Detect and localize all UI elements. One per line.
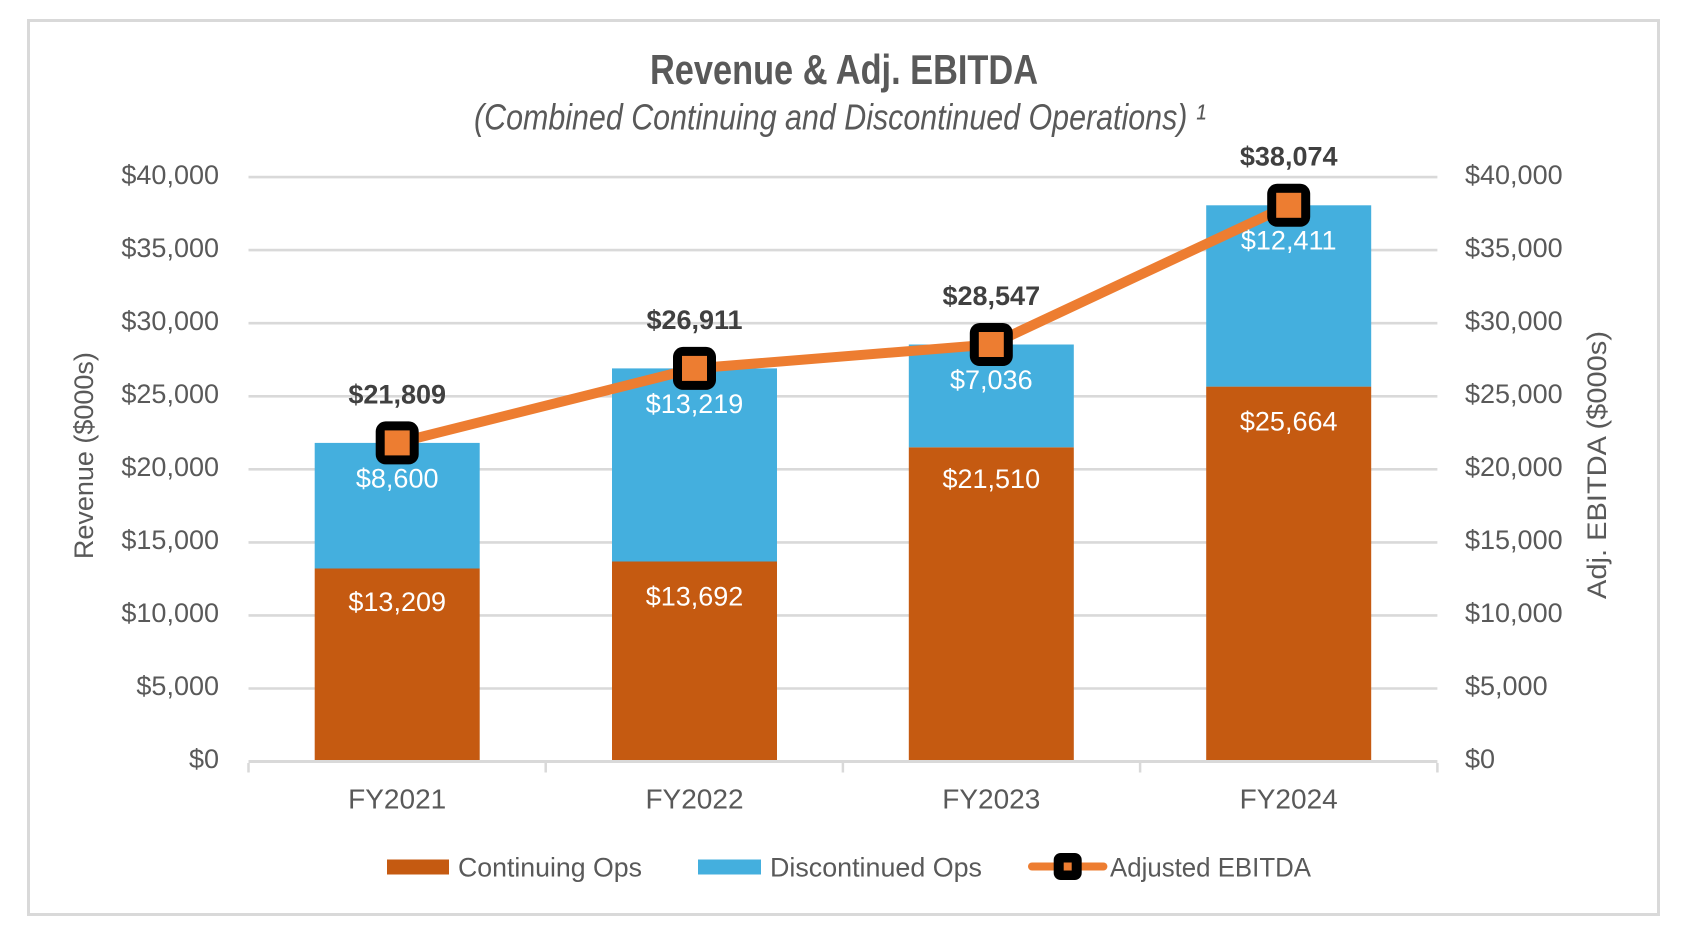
svg-text:$38,074: $38,074: [1240, 142, 1338, 172]
svg-text:$13,209: $13,209: [348, 587, 446, 617]
svg-text:$25,000: $25,000: [121, 379, 219, 409]
svg-text:Revenue & Adj. EBITDA: Revenue & Adj. EBITDA: [650, 46, 1038, 93]
svg-text:$15,000: $15,000: [121, 525, 219, 555]
svg-text:Continuing Ops: Continuing Ops: [458, 852, 642, 882]
svg-text:$25,664: $25,664: [1240, 406, 1338, 436]
svg-text:$35,000: $35,000: [1465, 233, 1563, 263]
svg-text:Revenue ($000s): Revenue ($000s): [69, 352, 99, 559]
svg-text:$0: $0: [1465, 744, 1495, 774]
svg-text:$21,510: $21,510: [942, 464, 1040, 494]
svg-text:$15,000: $15,000: [1465, 525, 1563, 555]
svg-text:$40,000: $40,000: [121, 160, 219, 190]
svg-text:$30,000: $30,000: [1465, 306, 1563, 336]
svg-text:$20,000: $20,000: [1465, 452, 1563, 482]
svg-text:$20,000: $20,000: [121, 452, 219, 482]
svg-text:$28,547: $28,547: [942, 281, 1040, 311]
svg-text:$10,000: $10,000: [121, 598, 219, 628]
svg-text:$0: $0: [189, 744, 219, 774]
svg-text:$30,000: $30,000: [121, 306, 219, 336]
svg-text:$35,000: $35,000: [121, 233, 219, 263]
svg-text:$5,000: $5,000: [136, 671, 219, 701]
svg-text:Adjusted EBITDA: Adjusted EBITDA: [1110, 852, 1311, 882]
svg-text:FY2024: FY2024: [1240, 784, 1338, 815]
svg-text:FY2022: FY2022: [645, 784, 743, 815]
svg-text:$13,692: $13,692: [646, 581, 744, 611]
svg-text:Adj. EBITDA ($000s): Adj. EBITDA ($000s): [1582, 331, 1612, 599]
svg-text:$21,809: $21,809: [348, 379, 446, 409]
svg-text:$5,000: $5,000: [1465, 671, 1548, 701]
svg-text:$40,000: $40,000: [1465, 160, 1563, 190]
svg-text:$10,000: $10,000: [1465, 598, 1563, 628]
svg-text:(Combined Continuing and Disco: (Combined Continuing and Discontinued Op…: [474, 97, 1206, 138]
svg-text:FY2023: FY2023: [942, 784, 1040, 815]
svg-text:$8,600: $8,600: [356, 464, 439, 494]
svg-text:Discontinued Ops: Discontinued Ops: [770, 852, 982, 882]
svg-text:$12,411: $12,411: [1241, 226, 1337, 256]
svg-text:$13,219: $13,219: [646, 389, 744, 419]
svg-text:$25,000: $25,000: [1465, 379, 1563, 409]
svg-text:$26,911: $26,911: [646, 305, 742, 335]
svg-text:$7,036: $7,036: [950, 365, 1033, 395]
svg-text:FY2021: FY2021: [348, 784, 446, 815]
